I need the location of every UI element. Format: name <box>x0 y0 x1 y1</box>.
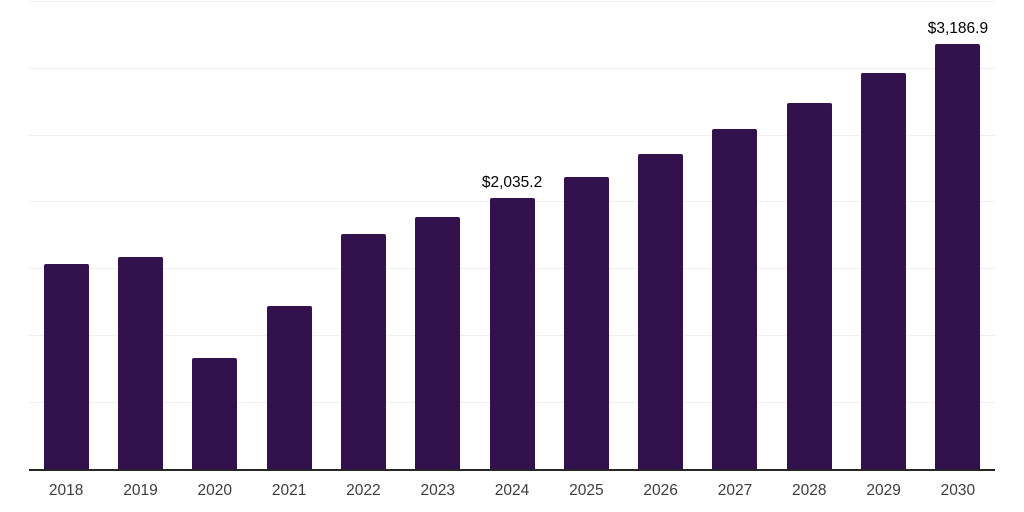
bar-2021 <box>266 306 312 470</box>
x-tick-2027: 2027 <box>717 482 753 499</box>
bar-slot-2018 <box>29 0 103 470</box>
gridline-3000 <box>29 67 995 69</box>
bar-slot-2022 <box>326 0 400 470</box>
bar-2028 <box>786 102 832 470</box>
x-axis-labels: 2018 2019 2020 2021 2022 2023 2024 2025 2026 2027… <box>29 480 995 502</box>
bar-slot-2027 <box>698 0 772 470</box>
x-tick-2019: 2019 <box>123 482 158 499</box>
x-axis-line <box>29 469 995 471</box>
bar-2024: $2,035.2 <box>482 175 542 470</box>
bar-slot-2028 <box>772 0 846 470</box>
x-tick-2022: 2022 <box>346 482 381 499</box>
gridline-3500 <box>29 0 995 2</box>
x-tick-2023: 2023 <box>420 482 455 499</box>
bar-slot-2019 <box>103 0 177 470</box>
bar-2030: $3,186.9 <box>928 21 988 470</box>
x-tick-2029: 2029 <box>866 482 901 499</box>
bar-slot-2030: $3,186.9 <box>921 0 995 470</box>
bar-slot-2021 <box>252 0 326 470</box>
bar-slot-2024: $2,035.2 <box>475 0 549 470</box>
bar-slot-2023 <box>401 0 475 470</box>
x-tick-2028: 2028 <box>792 482 827 499</box>
bar-slot-2026 <box>624 0 698 470</box>
x-tick-2030: 2030 <box>940 482 976 499</box>
x-tick-2026: 2026 <box>643 482 678 499</box>
bar-slot-2025 <box>549 0 623 470</box>
plot-area: $2,035.2 $3,186.9 <box>29 0 995 471</box>
bar-slot-2029 <box>846 0 920 470</box>
bar-2027 <box>712 128 758 470</box>
x-tick-2021: 2021 <box>271 482 307 499</box>
bar-2020 <box>192 358 238 470</box>
bar-2025 <box>563 177 609 470</box>
x-tick-2018: 2018 <box>48 482 84 499</box>
bar-2023 <box>415 217 461 470</box>
x-tick-2024: 2024 <box>494 482 530 499</box>
data-label-2030: $3,186.9 <box>927 20 989 38</box>
bar-2019 <box>117 257 163 470</box>
bar-2022 <box>340 233 386 470</box>
x-tick-2025: 2025 <box>569 482 604 499</box>
bar-2026 <box>638 154 684 470</box>
data-label-2024: $2,035.2 <box>481 174 543 192</box>
bars-row: $2,035.2 $3,186.9 <box>29 0 995 470</box>
bar-2018 <box>43 263 89 470</box>
bar-slot-2020 <box>178 0 252 470</box>
x-tick-2020: 2020 <box>197 482 233 499</box>
bar-2029 <box>861 73 907 470</box>
gridline-2500 <box>29 134 995 136</box>
